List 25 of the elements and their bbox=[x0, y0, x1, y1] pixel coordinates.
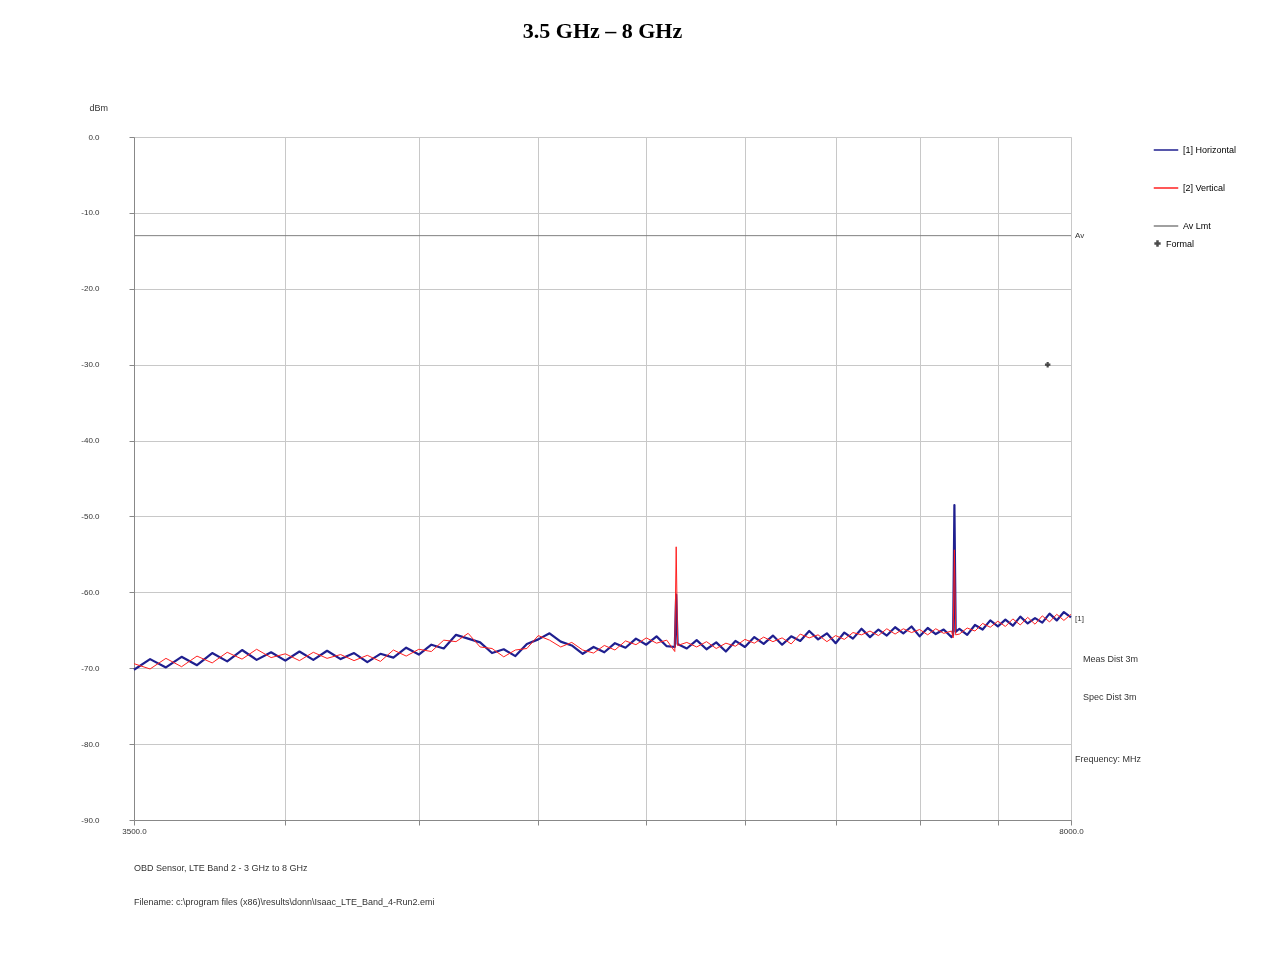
y-tick-label: -50.0 bbox=[81, 511, 101, 521]
x-tick-label: 8000.0 bbox=[1059, 826, 1085, 836]
y-tick-label: -90.0 bbox=[81, 815, 101, 825]
annotation: [1] bbox=[1075, 613, 1084, 623]
legend-label: [2] Vertical bbox=[1183, 183, 1226, 193]
x-tick-label: 3500.0 bbox=[122, 826, 148, 836]
annotation: Av bbox=[1075, 230, 1085, 240]
y-axis-title: dBm bbox=[89, 102, 109, 113]
chart-title: 3.5 GHz – 8 GHz bbox=[522, 18, 683, 43]
text: Spec Dist 3m bbox=[1083, 692, 1137, 703]
legend-label: Formal bbox=[1166, 238, 1195, 249]
y-tick-label: -40.0 bbox=[81, 436, 101, 446]
y-tick-label: -10.0 bbox=[81, 208, 101, 218]
y-tick-label: -20.0 bbox=[81, 284, 101, 294]
y-tick-label: -30.0 bbox=[81, 360, 101, 370]
y-tick-label: -60.0 bbox=[81, 587, 101, 597]
legend-label: Av Lmt bbox=[1183, 221, 1212, 231]
y-tick-label: -80.0 bbox=[81, 739, 101, 749]
y-tick-label: 0.0 bbox=[88, 132, 101, 142]
text: Filename: c:\program files (x86)\results\donn\Isaac_LTE_Band_4-Run2.emi bbox=[134, 897, 435, 907]
x-axis-title: Frequency: MHz bbox=[1075, 754, 1142, 765]
legend-label: [1] Horizontal bbox=[1183, 145, 1237, 155]
y-tick-label: -70.0 bbox=[81, 663, 101, 673]
text: Meas Dist 3m bbox=[1083, 654, 1139, 665]
text: OBD Sensor, LTE Band 2 - 3 GHz to 8 GHz bbox=[134, 863, 308, 873]
